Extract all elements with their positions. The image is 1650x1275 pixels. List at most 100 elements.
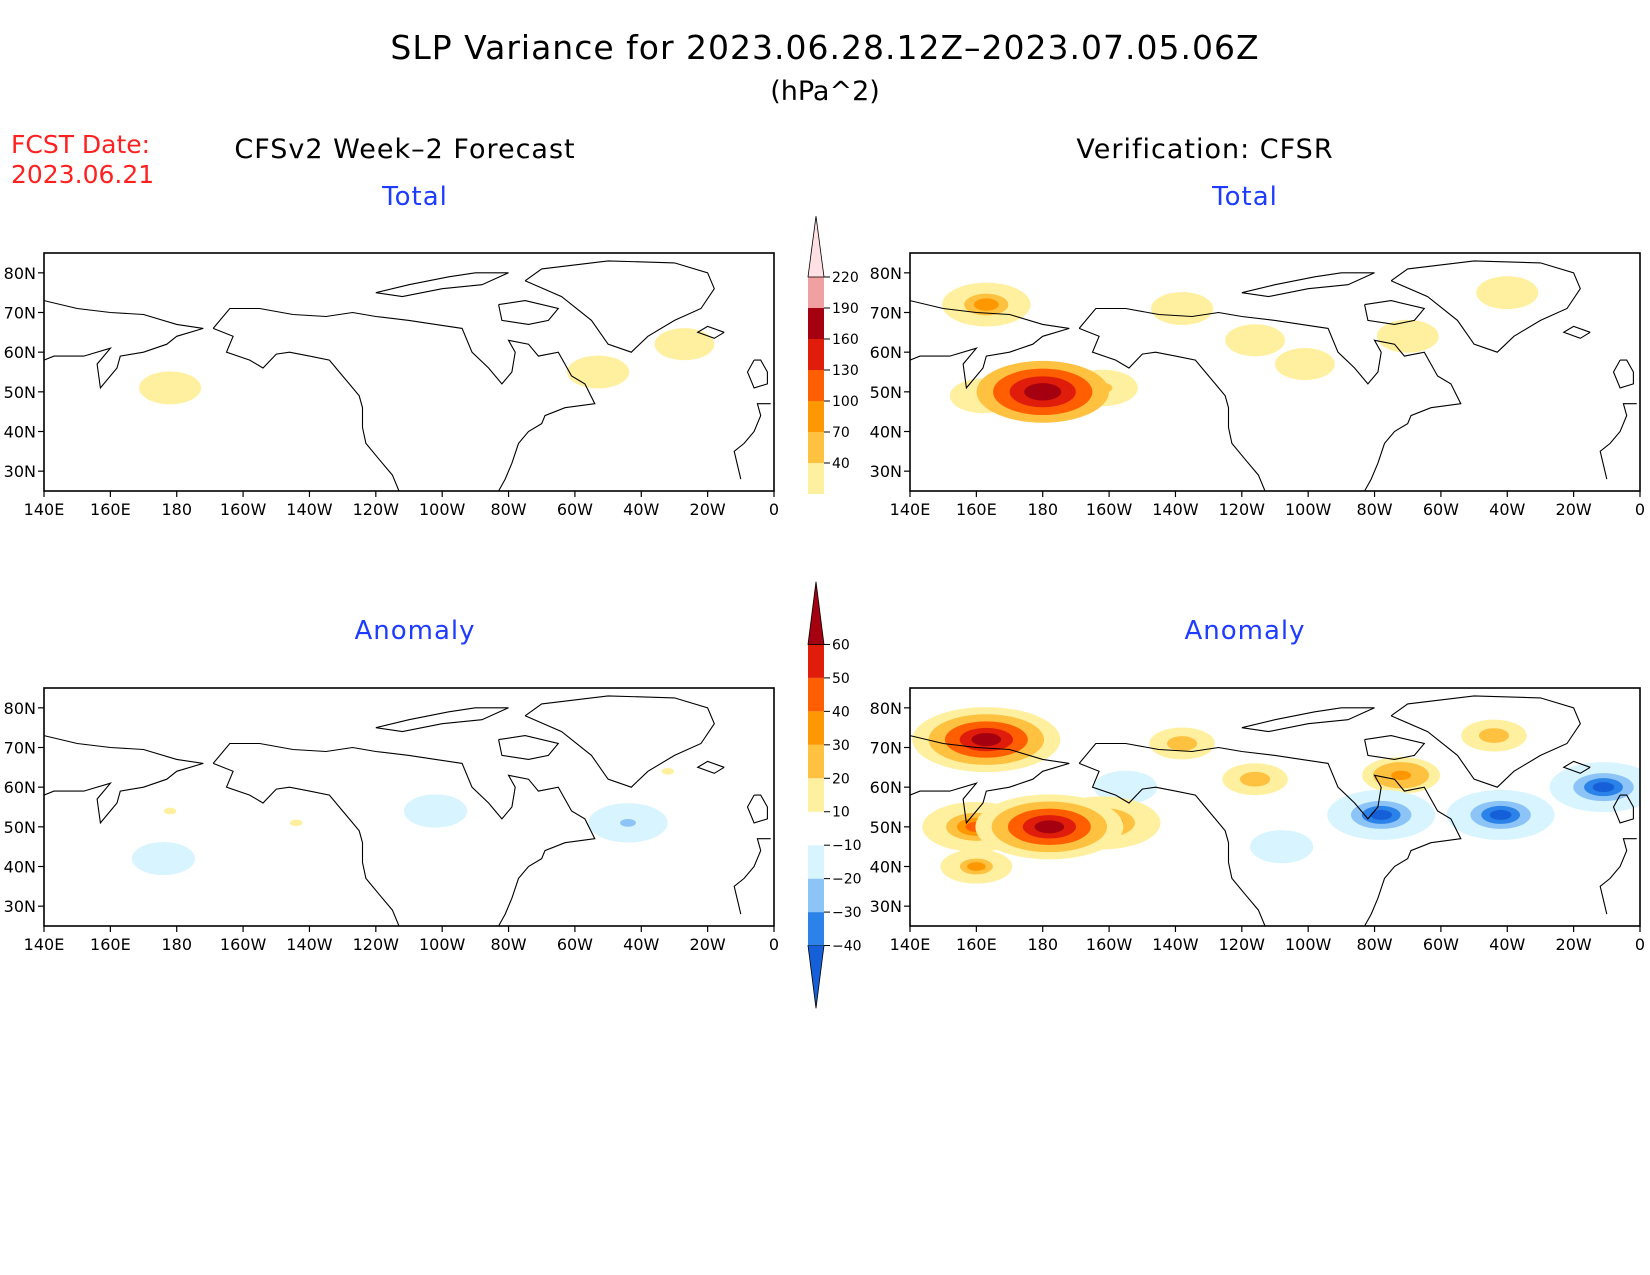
coastline <box>212 307 596 491</box>
field-contour <box>971 733 1002 747</box>
colorbar-swatch <box>808 644 824 678</box>
field-contour <box>620 818 636 827</box>
lat-tick-label: 80N <box>870 699 902 718</box>
lat-tick-label: 40N <box>4 423 36 442</box>
coastline <box>212 327 400 491</box>
lat-tick-label: 40N <box>4 858 36 877</box>
coastline <box>910 735 1070 825</box>
coastline <box>375 707 509 733</box>
lat-tick-label: 50N <box>870 818 902 837</box>
lat-tick-label: 30N <box>4 462 36 481</box>
lon-tick-label: 20W <box>690 500 726 519</box>
field-contour <box>661 767 675 775</box>
coastline <box>212 742 596 926</box>
lon-tick-label: 80W <box>490 935 526 954</box>
colorbar-swatch <box>808 778 824 812</box>
lon-tick-label: 120W <box>1219 500 1266 519</box>
colorbar-label: 70 <box>832 425 850 441</box>
colorbar-label: −20 <box>832 872 862 888</box>
lon-tick-label: 140E <box>24 935 65 954</box>
coastline <box>1364 300 1426 325</box>
lat-tick-label: 40N <box>870 423 902 442</box>
verification-total-map: 80N 70N 60N 50N 40N 30N 140E 160E 180 160W 140W 120… <box>866 245 1650 539</box>
coastline <box>1390 260 1581 353</box>
coastline <box>524 260 715 353</box>
lat-tick-label: 40N <box>870 858 902 877</box>
lat-tick-label: 70N <box>4 739 36 758</box>
field-contour <box>1296 359 1314 369</box>
field-contour <box>1391 770 1412 780</box>
colorbar-swatch <box>808 744 824 779</box>
coastline <box>733 403 771 480</box>
forecast-column-title: CFSv2 Week–2 Forecast <box>234 134 576 165</box>
lon-tick-label: 140E <box>24 500 65 519</box>
forecast-total-map: 80N 70N 60N 50N 40N 30N 140E 160E 180 160W 140W 120… <box>0 245 790 539</box>
field-contour <box>1119 783 1133 791</box>
figure-units: (hPa^2) <box>770 76 880 107</box>
coastline <box>1078 327 1266 491</box>
colorbar-label: 40 <box>832 704 850 720</box>
lon-tick-label: 160E <box>90 500 131 519</box>
lat-tick-label: 80N <box>4 264 36 283</box>
colorbar-swatch <box>807 216 825 278</box>
coastline <box>1562 325 1591 339</box>
colorbar-swatch <box>808 711 824 745</box>
colorbar-swatch <box>808 463 824 494</box>
lat-tick-label: 70N <box>4 304 36 323</box>
colorbar-label: 20 <box>832 771 850 787</box>
field-contour <box>157 855 170 862</box>
lon-tick-label: 60W <box>557 935 593 954</box>
lon-tick-label: 140W <box>286 500 333 519</box>
field-contour <box>1024 383 1062 401</box>
field-contour <box>161 383 179 393</box>
colorbar-swatch <box>807 581 825 645</box>
field-contour <box>1498 288 1516 298</box>
lon-tick-label: 100W <box>1285 935 1332 954</box>
field-contour <box>163 807 177 815</box>
coastline <box>212 762 400 926</box>
coastline <box>1078 742 1462 926</box>
colorbar-swatch <box>808 339 824 370</box>
colorbar-label: 30 <box>832 738 850 754</box>
lon-tick-label: 140W <box>1152 935 1199 954</box>
colorbar-label: 190 <box>832 301 859 317</box>
map-svg: 80N 70N 60N 50N 40N 30N 140E 160E 180 160W 140W 120… <box>4 252 779 519</box>
verification-total-title: Total <box>1212 182 1278 212</box>
coastline <box>1241 707 1375 733</box>
colorbar-swatch <box>808 845 824 879</box>
coastline <box>696 760 725 774</box>
field-contour <box>1034 820 1065 834</box>
lon-tick-label: 80W <box>1356 935 1392 954</box>
colorbar-label: 220 <box>832 270 859 286</box>
colorbar-label: −30 <box>832 905 862 921</box>
coastline <box>910 300 1070 390</box>
lon-tick-label: 100W <box>1285 500 1332 519</box>
lon-tick-label: 160E <box>956 935 997 954</box>
colorbar-label: 160 <box>832 332 859 348</box>
field-contour <box>967 862 986 871</box>
colorbar-label: 10 <box>832 805 850 821</box>
coastline <box>1599 403 1637 480</box>
colorbar-label: 40 <box>832 456 850 472</box>
field-contour <box>1592 782 1615 793</box>
map-svg: 80N 70N 60N 50N 40N 30N 140E 160E 180 160W 140W 120… <box>870 687 1645 954</box>
field-contour <box>1275 843 1288 850</box>
field-contour <box>1370 809 1392 820</box>
lon-tick-label: 40W <box>1489 500 1525 519</box>
lon-tick-label: 20W <box>690 935 726 954</box>
lon-tick-label: 20W <box>1556 935 1592 954</box>
lon-tick-label: 20W <box>1556 500 1592 519</box>
colorbar-label: 130 <box>832 363 859 379</box>
figure-title: SLP Variance for 2023.06.28.12Z–2023.07.… <box>390 28 1260 67</box>
coastline <box>44 735 204 825</box>
total-colorbar: 40 70 100 130 160 190 220 <box>800 210 880 544</box>
lat-tick-label: 30N <box>870 462 902 481</box>
lon-tick-label: 160W <box>1086 935 1133 954</box>
fcst-date: FCST Date: 2023.06.21 <box>11 130 154 190</box>
lon-tick-label: 180 <box>161 935 192 954</box>
lon-tick-label: 160W <box>1086 500 1133 519</box>
coastline <box>375 272 509 298</box>
lat-tick-label: 80N <box>4 699 36 718</box>
lon-tick-label: 80W <box>490 500 526 519</box>
colorbar-swatch <box>808 308 824 339</box>
